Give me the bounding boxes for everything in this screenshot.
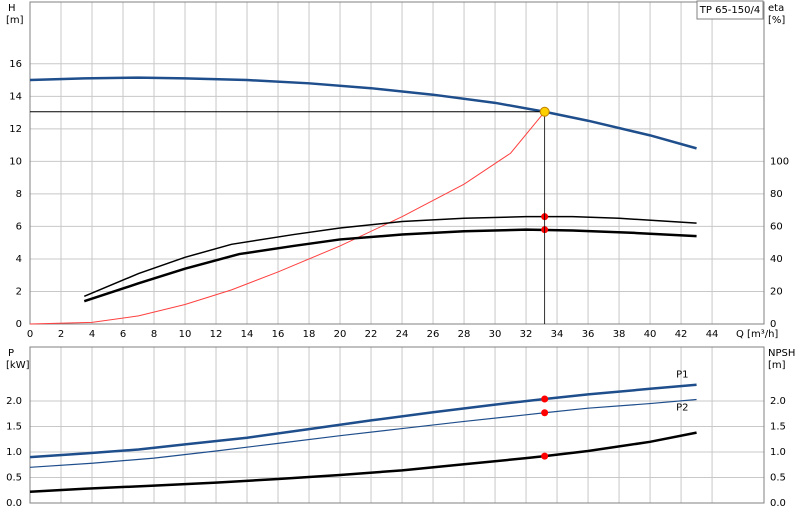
y-tick-label: 1.5 [6,422,22,433]
curve [83,215,697,298]
x-tick-label: 14 [241,329,254,340]
operating-point [541,395,549,403]
y-tick-label: 10 [9,156,22,167]
x-tick-label: 6 [120,329,126,340]
x-tick-label: 24 [396,329,409,340]
curve [29,398,697,468]
y-tick-label: 14 [9,91,22,102]
y2-tick-label: 0.0 [770,498,786,509]
y-tick-label: 2 [16,286,22,297]
x-tick-label: 10 [179,329,192,340]
y2-tick-label: 1.5 [770,422,786,433]
y2-tick-label: 20 [770,286,783,297]
y-tick-label: 2.0 [6,396,22,407]
plot-frame [29,346,765,504]
y-tick-label: 0.0 [6,498,22,509]
curve [29,383,697,459]
x-tick-label: 2 [58,329,64,340]
duty-point [539,106,550,117]
x-tick-label: 22 [365,329,378,340]
plot-frame [29,1,765,325]
y-label: P [8,348,14,359]
x-tick-label: 34 [551,329,564,340]
x-tick-label: 0 [27,329,33,340]
x-tick-label: 44 [706,329,719,340]
x-tick-label: 16 [272,329,285,340]
y2-label: eta [768,3,784,14]
y2-tick-label: 0 [770,319,776,330]
x-tick-label: 4 [89,329,95,340]
y2-label-unit: [m] [768,360,786,371]
y2-tick-label: 1.0 [770,447,786,458]
y-tick-label: 0 [16,319,22,330]
x-tick-label: 30 [489,329,502,340]
y2-tick-label: 100 [770,156,789,167]
x-tick-label: 28 [458,329,471,340]
x-tick-label: 20 [334,329,347,340]
y2-tick-label: 40 [770,254,783,265]
y-label-unit: [m] [6,15,24,26]
y-label-unit: [kW] [6,360,30,371]
series-label: P2 [676,403,688,414]
x-tick-label: 38 [613,329,626,340]
y2-tick-label: 0.5 [770,473,786,484]
y-tick-label: 8 [16,189,22,200]
y-tick-label: 12 [9,124,22,135]
x-tick-label: 36 [582,329,595,340]
operating-point [541,409,549,417]
y-tick-label: 1.0 [6,447,22,458]
pump-label-box [696,0,764,20]
series-label: P1 [676,370,688,381]
x-tick-label: 32 [520,329,533,340]
y-tick-label: 16 [9,59,22,70]
x-tick-label: 42 [675,329,688,340]
pump-label: TP 65-150/4 [699,5,760,16]
y-label: H [8,3,16,14]
y2-tick-label: 80 [770,189,783,200]
x-tick-label: 18 [303,329,316,340]
y2-label: NPSH [768,348,795,359]
operating-point [541,452,549,460]
curve [29,431,697,494]
x-tick-label: 12 [210,329,223,340]
x-tick-label: 40 [644,329,657,340]
y2-tick-label: 60 [770,221,783,232]
y2-tick-label: 2.0 [770,396,786,407]
curve [29,111,546,325]
y-tick-label: 6 [16,221,22,232]
x-label: Q [m³/h] [736,329,778,340]
y-tick-label: 4 [16,254,22,265]
y2-label-unit: [%] [768,15,785,26]
curve [83,228,697,303]
x-tick-label: 26 [427,329,440,340]
x-tick-label: 8 [151,329,157,340]
curve [29,76,697,150]
y-tick-label: 0.5 [6,473,22,484]
